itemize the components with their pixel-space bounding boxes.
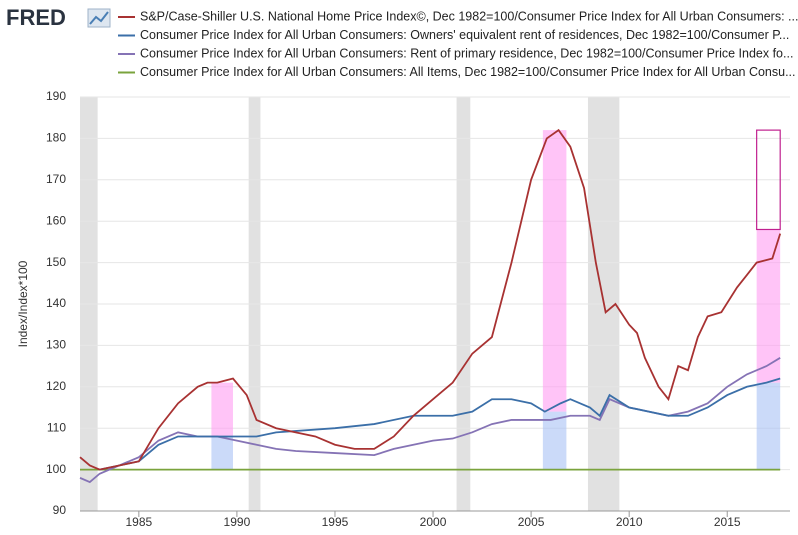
x-tick-label: 1995 xyxy=(322,515,349,529)
y-tick-label: 120 xyxy=(46,379,66,393)
x-tick-label: 2000 xyxy=(420,515,447,529)
y-tick-label: 160 xyxy=(46,213,66,227)
highlight-box xyxy=(756,129,781,231)
y-tick-label: 90 xyxy=(53,503,67,517)
y-tick-label: 190 xyxy=(46,89,66,103)
series-line xyxy=(79,128,782,471)
y-tick-label: 130 xyxy=(46,338,66,352)
logo: FRED xyxy=(6,5,66,30)
highlight-box xyxy=(211,382,233,437)
y-axis-label: Index/Index*100 xyxy=(16,260,30,347)
x-tick-label: 2005 xyxy=(518,515,545,529)
highlight-box xyxy=(542,130,567,412)
series-line xyxy=(99,377,781,471)
x-tick-label: 2015 xyxy=(714,515,741,529)
legend-label: S&P/Case-Shiller U.S. National Home Pric… xyxy=(140,9,798,23)
legend-label: Consumer Price Index for All Urban Consu… xyxy=(140,46,793,60)
highlight-box xyxy=(756,229,781,383)
legend-label: Consumer Price Index for All Urban Consu… xyxy=(140,65,796,79)
y-tick-label: 170 xyxy=(46,172,66,186)
x-tick-label: 1990 xyxy=(224,515,251,529)
y-tick-label: 180 xyxy=(46,131,66,145)
logo-icon xyxy=(87,8,111,28)
legend-label: Consumer Price Index for All Urban Consu… xyxy=(140,28,789,42)
y-tick-label: 150 xyxy=(46,255,66,269)
x-tick-label: 1985 xyxy=(125,515,152,529)
y-tick-label: 110 xyxy=(47,420,66,434)
highlight-box xyxy=(756,382,781,470)
highlight-box xyxy=(211,436,233,470)
y-tick-label: 140 xyxy=(46,296,66,310)
highlight-box xyxy=(542,411,567,470)
x-tick-label: 2010 xyxy=(616,515,643,529)
y-tick-label: 100 xyxy=(46,462,66,476)
